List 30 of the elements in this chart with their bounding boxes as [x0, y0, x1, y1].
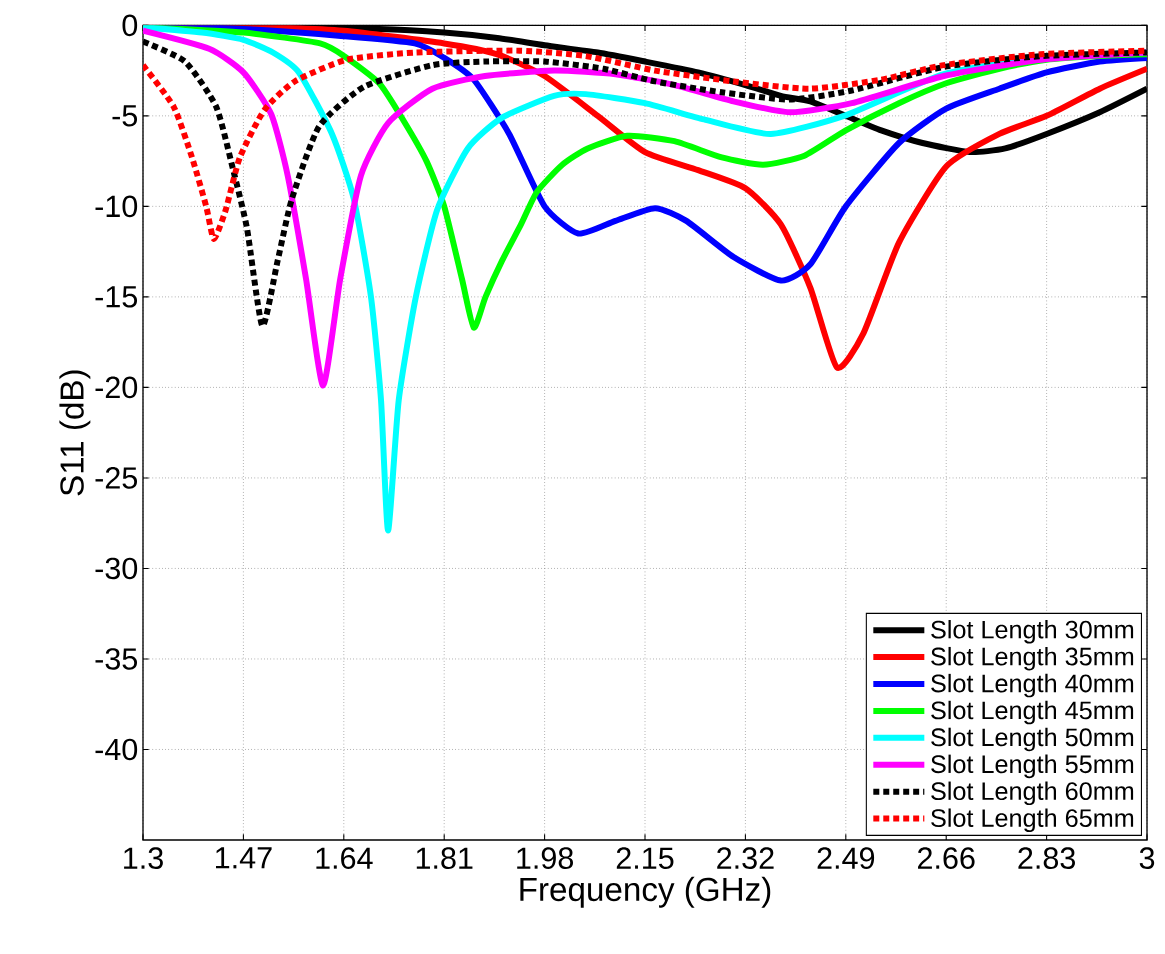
legend-label: Slot Length 50mm [931, 727, 1134, 752]
y-tick-label: -35 [95, 648, 138, 670]
x-tick-label: 3 [1139, 847, 1155, 869]
legend-label: Slot Length 30mm [931, 620, 1134, 644]
legend-label: Slot Length 35mm [931, 646, 1134, 671]
legend-label: Slot Length 60mm [931, 781, 1134, 806]
legend-label: Slot Length 45mm [931, 700, 1134, 725]
y-tick-label: -10 [95, 195, 138, 218]
x-tick-label: 1.98 [517, 847, 574, 869]
y-tick-label: -30 [95, 557, 138, 580]
y-tick-label: 0 [122, 14, 138, 37]
x-tick-label: 2.83 [1018, 847, 1075, 869]
x-tick-label: 1.47 [216, 847, 272, 869]
legend-label: Slot Length 65mm [931, 808, 1134, 832]
x-tick-label: 1.3 [124, 847, 163, 869]
legend-label: Slot Length 55mm [931, 754, 1134, 779]
x-tick-label: 2.32 [717, 847, 774, 869]
x-tick-label: 1.64 [316, 847, 373, 869]
y-tick-label: -40 [95, 738, 138, 761]
x-tick-label: 2.49 [817, 847, 875, 869]
y-tick-label: -5 [112, 105, 138, 127]
legend-label: Slot Length 40mm [931, 673, 1134, 698]
x-axis-title: Frequency (GHz) [520, 876, 771, 908]
y-axis-title: S11 (dB) [59, 370, 91, 496]
y-tick-label: -15 [95, 286, 138, 308]
x-tick-label: 1.81 [416, 847, 473, 869]
x-tick-label: 2.66 [918, 847, 975, 869]
x-tick-label: 2.15 [616, 847, 674, 869]
y-tick-label: -25 [95, 467, 138, 489]
y-tick-label: -20 [95, 376, 138, 399]
